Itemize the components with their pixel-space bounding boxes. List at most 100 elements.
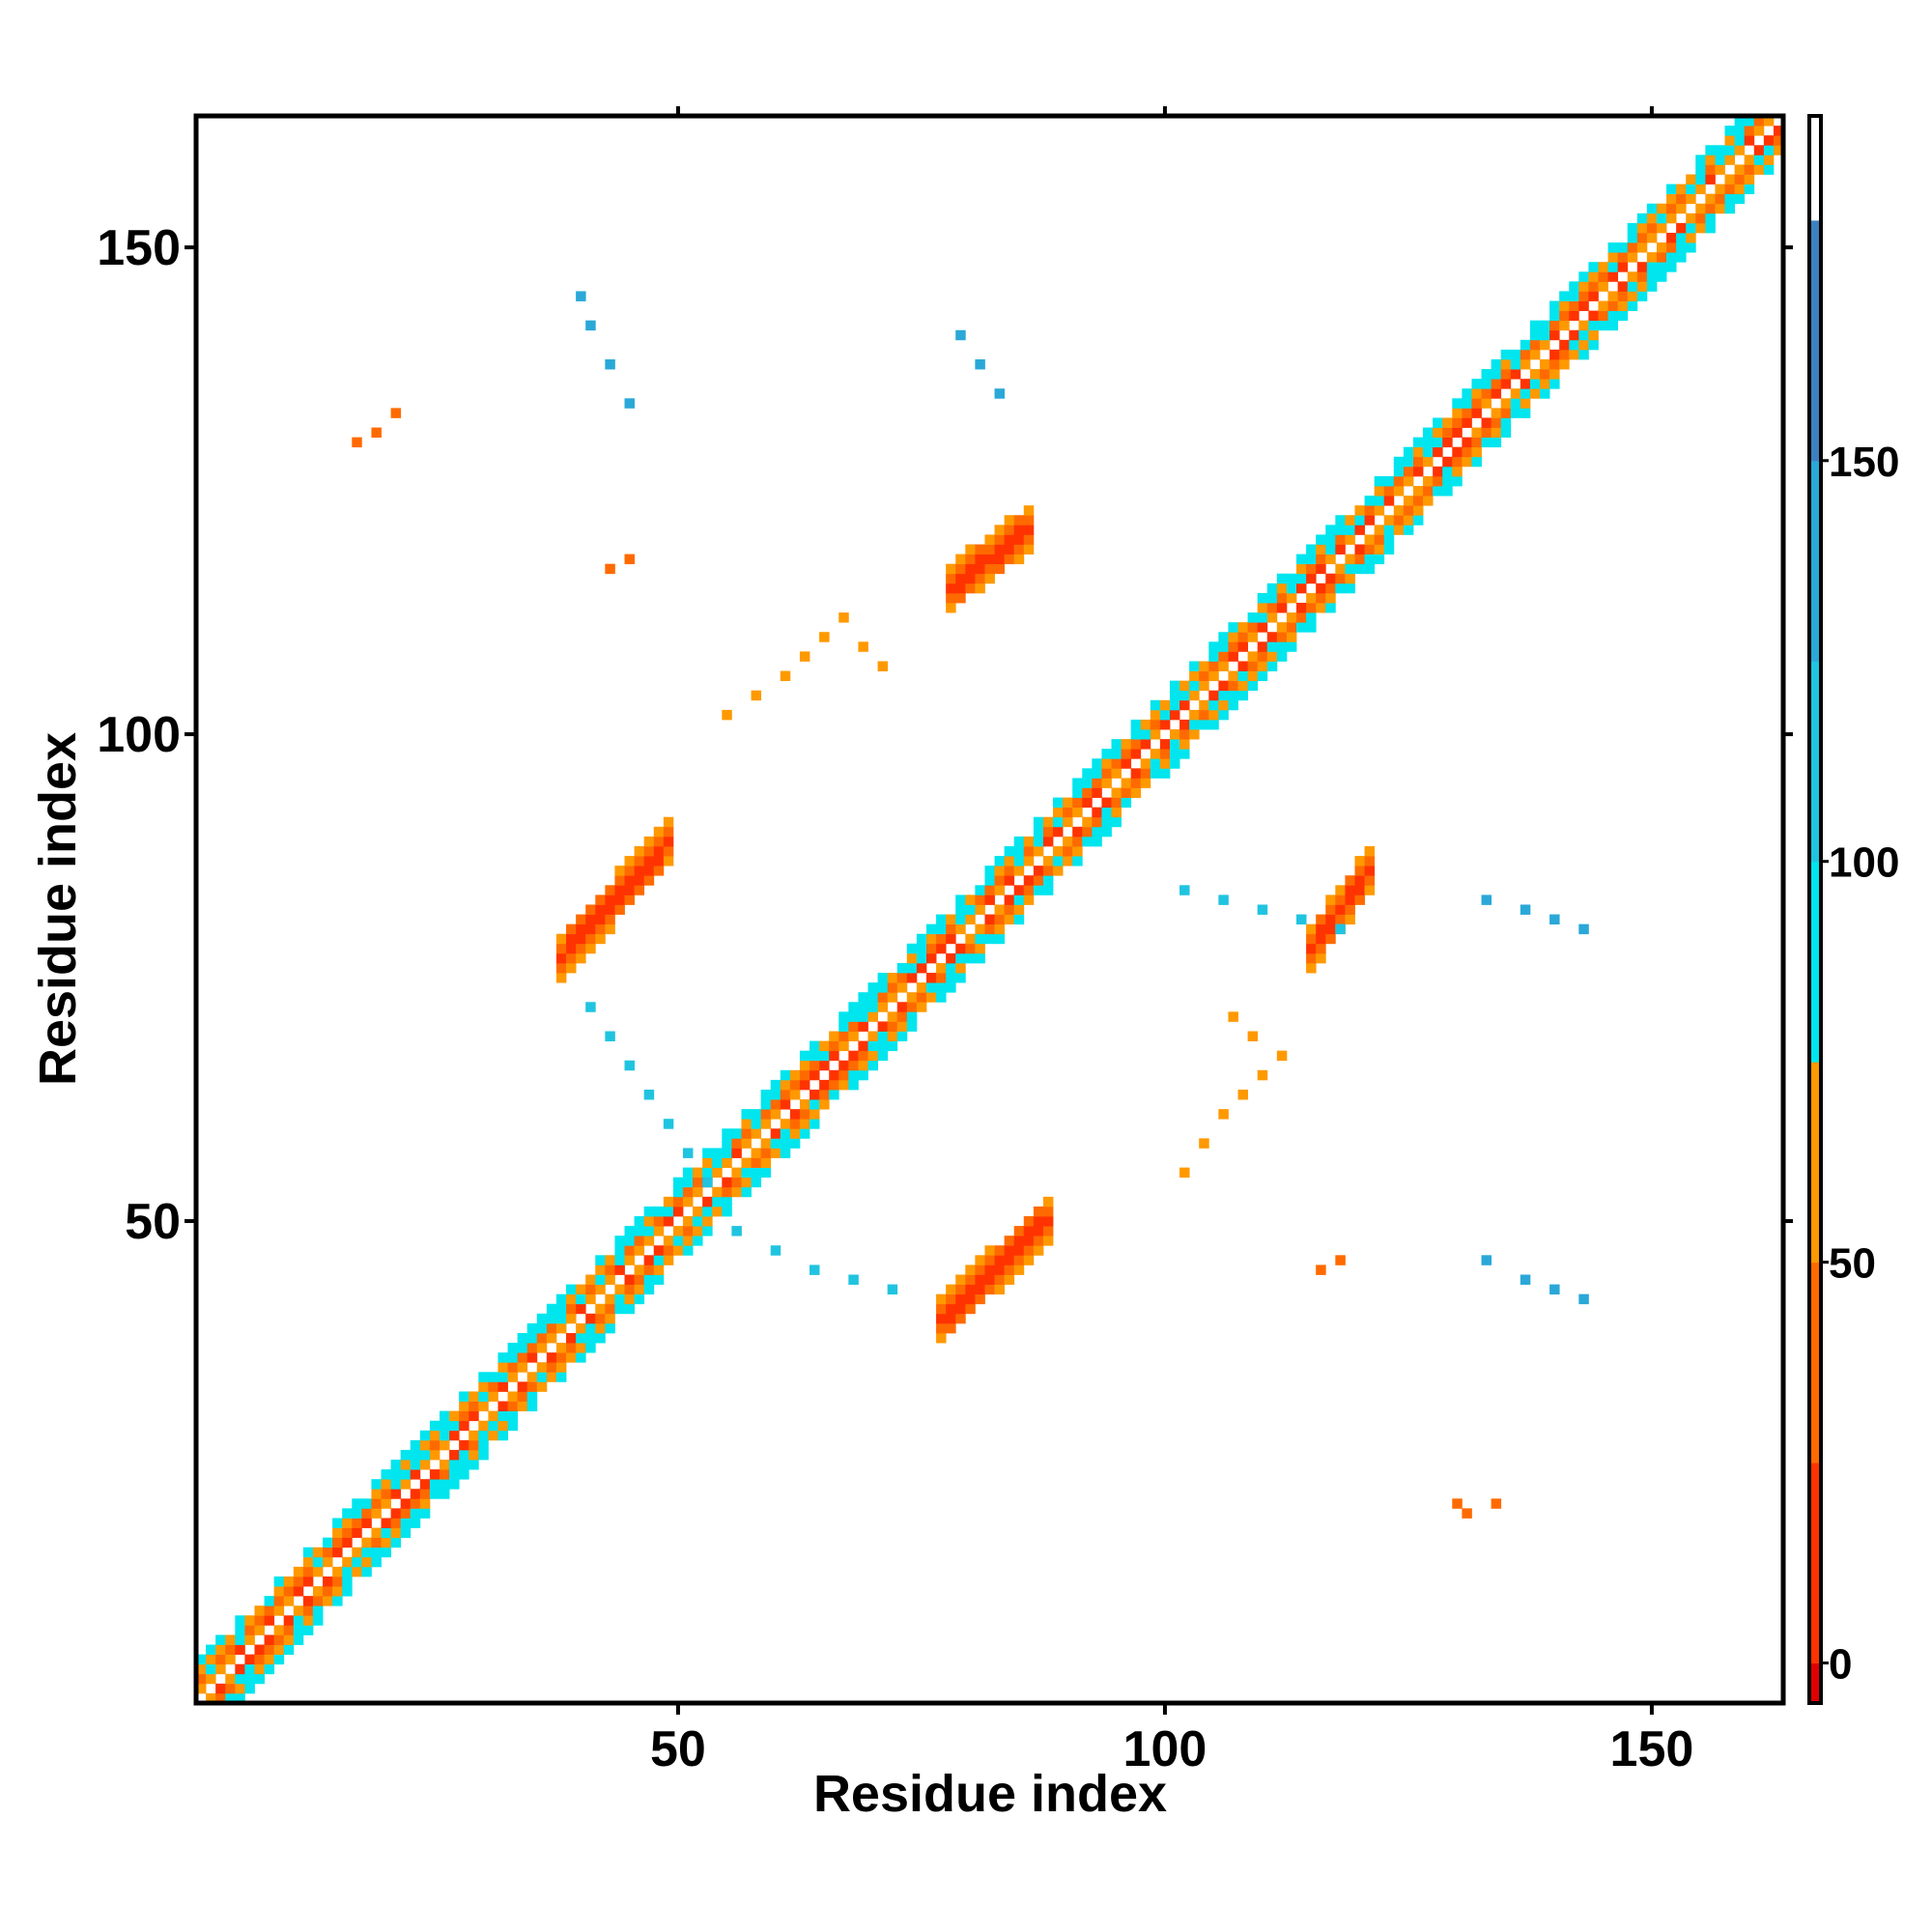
heatmap-cell [1452, 408, 1463, 418]
heatmap-cell [1500, 349, 1512, 360]
heatmap-cell [1364, 515, 1376, 526]
heatmap-cell [1306, 563, 1317, 575]
heatmap-cell [1676, 184, 1687, 195]
heatmap-cell [994, 563, 1006, 575]
heatmap-cell [478, 1449, 489, 1461]
heatmap-cell [1306, 602, 1317, 613]
heatmap-cell [302, 1596, 314, 1606]
heatmap-cell [605, 1293, 615, 1305]
heatmap-cell [653, 1255, 665, 1265]
heatmap-cell [1082, 816, 1093, 828]
heatmap-cell [566, 1352, 577, 1363]
heatmap-cell [1316, 592, 1326, 604]
heatmap-cell [1374, 544, 1385, 554]
heatmap-cell [1627, 222, 1638, 234]
heatmap-cell [361, 1547, 372, 1558]
heatmap-cell [906, 1021, 918, 1032]
heatmap-cell [994, 1255, 1006, 1265]
heatmap-cell [1325, 895, 1336, 905]
heatmap-cell [1335, 904, 1346, 915]
heatmap-cell [244, 1615, 255, 1626]
heatmap-cells [196, 116, 1784, 1704]
heatmap-cell [352, 1556, 362, 1568]
heatmap-cell [1130, 729, 1142, 740]
heatmap-cell [1316, 923, 1326, 935]
heatmap-cell [206, 1654, 216, 1665]
heatmap-cell [576, 1293, 586, 1305]
heatmap-cell [789, 1069, 801, 1081]
plot-frame [193, 113, 1786, 1706]
heatmap-cell [429, 1449, 440, 1461]
heatmap-cell [955, 904, 966, 915]
heatmap-cell [371, 1537, 382, 1548]
heatmap-cell [1753, 116, 1765, 127]
heatmap-cell [925, 952, 937, 964]
heatmap-cell [614, 1303, 625, 1315]
heatmap-cell [488, 1430, 498, 1441]
heatmap-cell [877, 1040, 889, 1052]
heatmap-cell [848, 1031, 859, 1041]
colorbar-segment [1809, 1662, 1821, 1704]
heatmap-cell [955, 895, 966, 905]
heatmap-cell [576, 952, 586, 964]
heatmap-cell [1023, 1226, 1035, 1236]
heatmap-cell [1335, 573, 1346, 584]
heatmap-cell [1646, 222, 1658, 234]
heatmap-cell [760, 1109, 772, 1120]
heatmap-cell [1471, 379, 1482, 389]
heatmap-cell [770, 1245, 781, 1256]
heatmap-cell [264, 1605, 275, 1616]
heatmap-cell [439, 1460, 450, 1470]
heatmap-cell [469, 1401, 479, 1412]
heatmap-cell [1179, 680, 1190, 692]
heatmap-cell [936, 962, 947, 974]
heatmap-cell [332, 1596, 343, 1606]
heatmap-cell [595, 914, 606, 925]
heatmap-cell [1374, 554, 1385, 565]
heatmap-cell [1423, 446, 1434, 458]
heatmap-cell [877, 992, 889, 1003]
heatmap-cell [1578, 271, 1589, 282]
heatmap-cell [1510, 398, 1521, 409]
heatmap-cell [302, 1576, 314, 1587]
heatmap-cell [672, 1226, 684, 1236]
heatmap-cell [1023, 875, 1035, 886]
heatmap-cell [1462, 417, 1472, 428]
heatmap-cell [1724, 155, 1735, 165]
heatmap-cell [1023, 895, 1035, 905]
heatmap-cell [390, 1508, 402, 1519]
heatmap-cell [312, 1547, 324, 1558]
heatmap-cell [1607, 310, 1619, 322]
heatmap-cell [555, 952, 567, 964]
heatmap-cell [196, 1673, 207, 1685]
heatmap-cell [1636, 271, 1648, 282]
heatmap-cell [1462, 388, 1472, 399]
heatmap-cell [1169, 739, 1180, 750]
heatmap-cell [352, 1518, 362, 1528]
heatmap-cell [1695, 213, 1706, 224]
heatmap-cell [955, 592, 966, 604]
heatmap-cell [1452, 466, 1463, 477]
colorbar-tick-label: 150 [1829, 439, 1899, 486]
heatmap-cell [1257, 602, 1268, 613]
heatmap-cell [400, 1498, 412, 1509]
heatmap-cell [693, 1236, 703, 1246]
heatmap-cell [566, 1343, 577, 1353]
heatmap-cell [1121, 797, 1132, 809]
heatmap-cell [1023, 885, 1035, 895]
heatmap-cell [536, 1381, 548, 1392]
heatmap-cell [1306, 962, 1317, 974]
heatmap-cell [1140, 768, 1151, 779]
heatmap-cell [1082, 797, 1093, 809]
heatmap-cell [994, 866, 1006, 876]
heatmap-cell [1666, 193, 1677, 205]
heatmap-cell [1636, 291, 1648, 301]
heatmap-cell [1773, 126, 1784, 136]
heatmap-cell [1345, 582, 1355, 594]
heatmap-cell [984, 914, 995, 925]
heatmap-cell [887, 1021, 898, 1032]
heatmap-cell [1228, 670, 1238, 682]
heatmap-cell [1753, 155, 1765, 165]
y-axis-ticks: 50 100 150 [97, 220, 1793, 1250]
heatmap-cell [1325, 582, 1336, 594]
